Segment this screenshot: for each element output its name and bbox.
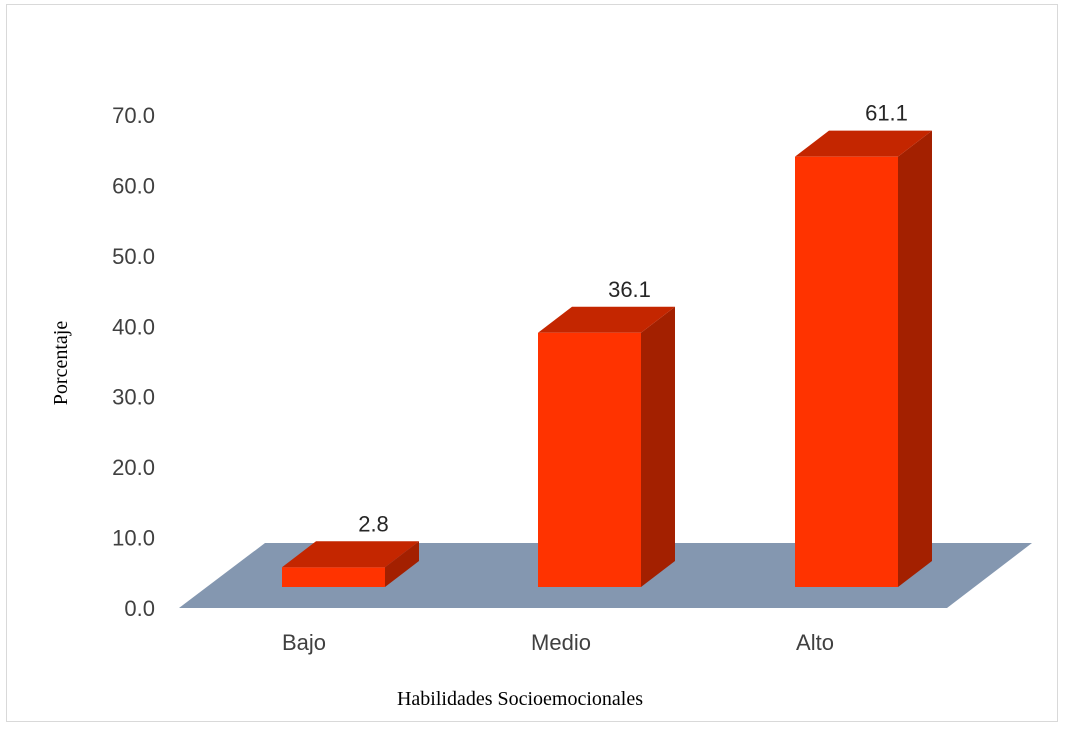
bar-side-face bbox=[641, 306, 675, 587]
x-tick-label: Medio bbox=[531, 630, 591, 655]
y-tick-label: 10.0 bbox=[112, 526, 155, 551]
y-axis-title: Porcentaje bbox=[50, 321, 72, 406]
bar-front-face bbox=[282, 567, 385, 587]
y-tick-label: 40.0 bbox=[112, 314, 155, 339]
data-label: 2.8 bbox=[358, 511, 389, 536]
chart-frame: 0.0 10.0 20.0 30.0 40.0 50.0 60.0 70.0 2.8 36.1 6… bbox=[6, 4, 1058, 722]
data-label: 36.1 bbox=[608, 277, 651, 302]
bar-medio bbox=[538, 306, 675, 587]
x-tick-label: Alto bbox=[796, 630, 834, 655]
bar-top-face bbox=[282, 541, 419, 568]
bar-front-face bbox=[538, 332, 641, 587]
bar-side-face bbox=[385, 541, 419, 587]
x-axis-title: Habilidades Socioemocionales bbox=[397, 688, 643, 710]
data-label: 61.1 bbox=[865, 101, 908, 126]
bar-side-face bbox=[898, 130, 932, 587]
bars: 2.8 36.1 61.1 bbox=[282, 101, 932, 587]
bar-bajo bbox=[282, 541, 419, 587]
bar-chart: 0.0 10.0 20.0 30.0 40.0 50.0 60.0 70.0 2.8 36.1 6… bbox=[50, 101, 1032, 710]
bar-alto bbox=[795, 130, 932, 587]
x-axis-ticks: Bajo Medio Alto bbox=[282, 630, 834, 655]
y-tick-label: 50.0 bbox=[112, 244, 155, 269]
bar-top-face bbox=[538, 306, 675, 333]
y-tick-label: 30.0 bbox=[112, 385, 155, 410]
y-tick-label: 20.0 bbox=[112, 455, 155, 480]
bar-front-face bbox=[795, 156, 898, 587]
y-axis-ticks: 0.0 10.0 20.0 30.0 40.0 50.0 60.0 70.0 bbox=[112, 103, 155, 621]
x-tick-label: Bajo bbox=[282, 630, 326, 655]
y-tick-label: 60.0 bbox=[112, 173, 155, 198]
y-tick-label: 70.0 bbox=[112, 103, 155, 128]
y-tick-label: 0.0 bbox=[124, 596, 155, 621]
bar-top-face bbox=[795, 130, 932, 157]
